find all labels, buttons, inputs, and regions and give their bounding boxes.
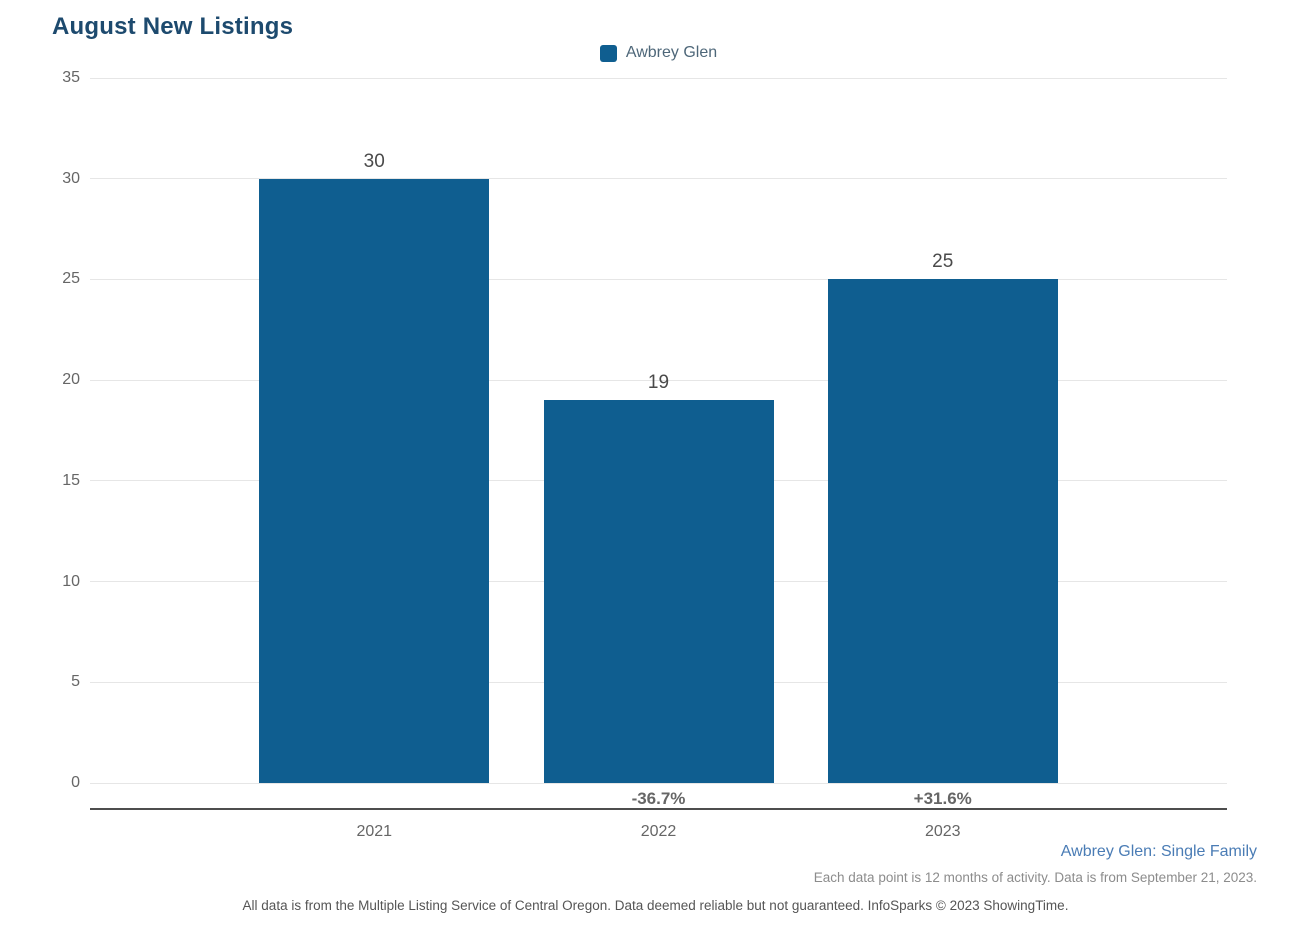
bar-value-label: 19 <box>647 372 670 394</box>
bar-value-label: 30 <box>363 150 385 172</box>
data-note: Each data point is 12 months of activity… <box>813 870 1257 885</box>
y-tick-label: 5 <box>71 673 80 691</box>
series-caption: Awbrey Glen: Single Family <box>1060 843 1257 860</box>
y-tick-label: 30 <box>62 169 80 187</box>
plot-area: 0 5 10 15 20 25 30 35 30 2021 19 -36.7% 2022 25 +31.6%… <box>62 69 1227 840</box>
bar-change-label: +31.6% <box>913 789 972 808</box>
y-tick-label: 20 <box>62 371 80 389</box>
disclaimer: All data is from the Multiple Listing Se… <box>242 898 1069 913</box>
bar[interactable] <box>827 279 1058 783</box>
gridline <box>90 379 1227 381</box>
gridline <box>90 77 1227 79</box>
legend-label[interactable]: Awbrey Glen <box>625 44 718 61</box>
y-tick-label: 25 <box>62 270 80 288</box>
bar-change-label: -36.7% <box>631 789 686 808</box>
legend-swatch-icon[interactable] <box>599 44 617 62</box>
gridline <box>90 782 1227 784</box>
y-tick-label: 15 <box>62 471 80 489</box>
gridline <box>90 178 1227 180</box>
y-tick-label: 10 <box>62 572 80 590</box>
y-tick-label: 35 <box>62 69 80 86</box>
legend: Awbrey Glen <box>90 44 1227 62</box>
chart-title: August New Listings <box>52 13 294 40</box>
x-tick-label: 2023 <box>924 823 961 840</box>
x-tick-label: 2021 <box>356 823 393 840</box>
y-tick-label: 0 <box>71 774 80 791</box>
gridline <box>90 278 1227 280</box>
x-tick-label: 2022 <box>640 823 677 840</box>
bar-value-label: 25 <box>932 251 954 273</box>
bar[interactable] <box>259 178 490 783</box>
bar[interactable] <box>543 400 774 783</box>
x-axis-line <box>90 808 1227 810</box>
